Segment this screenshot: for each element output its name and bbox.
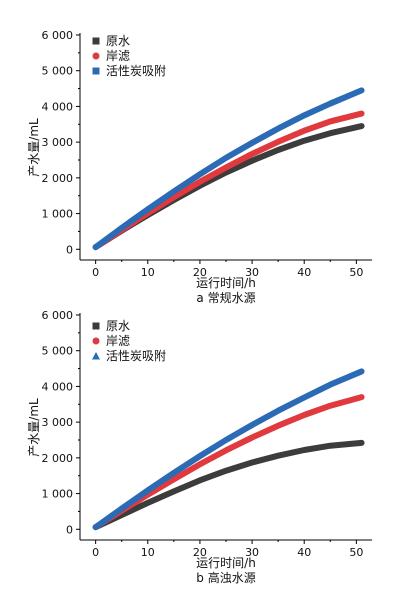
x-tick-label: 10	[141, 266, 155, 279]
y-tick-label: 5 000	[42, 65, 74, 78]
x-axis-label: 运行时间/h	[196, 276, 256, 290]
legend-label-3: 活性炭吸附	[106, 64, 166, 78]
legend-label-3: 活性炭吸附	[106, 349, 166, 363]
legend-marker-2	[92, 337, 100, 345]
x-tick-label: 40	[297, 266, 311, 279]
legend-marker-3	[92, 67, 100, 75]
chart-panel-1: 0 1 000 2 000 3 000 4 000 5 000 6 000 0 10 20 30 40…	[27, 29, 372, 305]
panel-caption: a 常规水源	[196, 290, 255, 305]
y-tick-label: 6 000	[42, 29, 74, 42]
legend-marker-1	[92, 322, 100, 330]
x-tick-label: 20	[193, 546, 207, 559]
legend-label-2: 岸滤	[106, 49, 130, 63]
x-tick-label: 10	[141, 546, 155, 559]
y-tick-label: 3 000	[42, 416, 74, 429]
y-tick-label: 2 000	[42, 452, 74, 465]
legend-marker-3	[92, 352, 100, 360]
x-tick-label: 0	[92, 266, 99, 279]
series-line-3	[92, 368, 365, 531]
x-tick-label: 40	[297, 546, 311, 559]
x-tick-label: 30	[245, 546, 259, 559]
y-axis-label: 产水量/mL	[27, 398, 41, 457]
y-tick-label: 3 000	[42, 136, 74, 149]
x-tick-label: 50	[349, 546, 363, 559]
y-tick-label: 1 000	[42, 208, 74, 221]
x-axis-label: 运行时间/h	[196, 556, 256, 570]
legend-label-1: 原水	[106, 319, 130, 333]
y-tick-label: 5 000	[42, 345, 74, 358]
y-tick-label: 2 000	[42, 172, 74, 185]
legend-marker-2	[92, 52, 100, 60]
y-tick-label: 1 000	[42, 488, 74, 501]
x-tick-label: 50	[349, 266, 363, 279]
series-line-3	[92, 87, 365, 251]
x-tick-label: 20	[193, 266, 207, 279]
y-tick-label: 6 000	[42, 309, 74, 322]
panel-caption: b 高浊水源	[196, 570, 255, 585]
y-tick-label: 4 000	[42, 100, 74, 113]
x-tick-label: 30	[245, 266, 259, 279]
legend-marker-1	[92, 37, 100, 45]
chart-panel-2: 0 1 000 2 000 3 000 4 000 5 000 6 000 0 10 20 30 40…	[27, 309, 372, 585]
y-tick-label: 0	[66, 243, 73, 256]
legend-label-1: 原水	[106, 34, 130, 48]
x-tick-label: 0	[92, 546, 99, 559]
legend-label-2: 岸滤	[106, 334, 130, 348]
y-tick-label: 4 000	[42, 380, 74, 393]
series-line-1	[92, 123, 365, 251]
series-line-1	[92, 439, 365, 531]
y-axis-label: 产水量/mL	[27, 118, 41, 177]
y-tick-label: 0	[66, 523, 73, 536]
